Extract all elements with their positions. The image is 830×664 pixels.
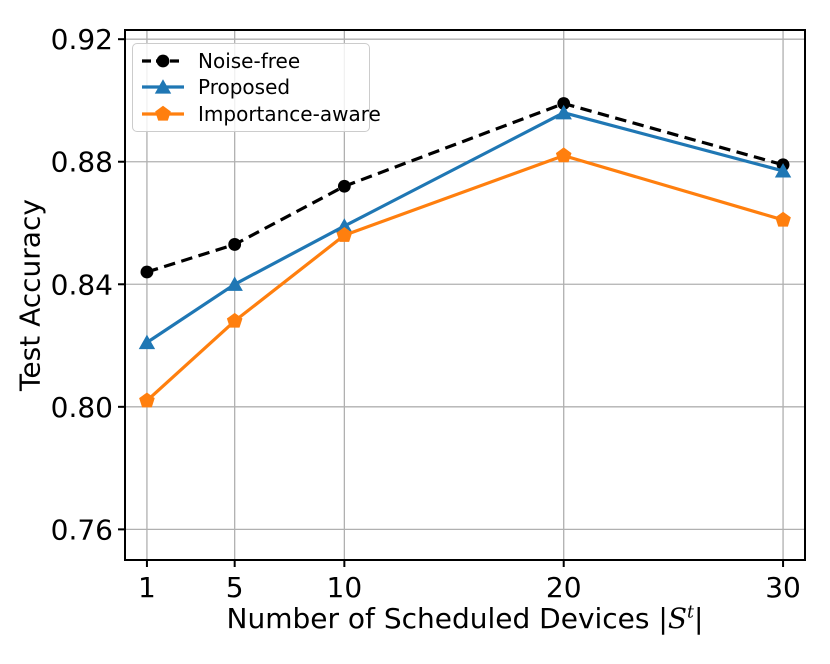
x-axis-label-open-bar: | bbox=[658, 602, 668, 635]
circle-marker-noise-free bbox=[140, 265, 154, 279]
y-tick-label: 0.76 bbox=[51, 513, 113, 546]
triangle-up-marker-icon bbox=[154, 79, 172, 95]
legend-label: Importance-aware bbox=[198, 101, 381, 126]
pentagon-marker-importance-aware bbox=[775, 211, 791, 227]
pentagon-legend-sample-icon bbox=[142, 105, 184, 121]
triangle-up-marker-proposed bbox=[226, 276, 243, 291]
series-line-proposed bbox=[146, 111, 784, 344]
x-tick-label: 5 bbox=[226, 571, 244, 604]
triangle-up-marker-proposed bbox=[555, 104, 572, 120]
triangle-up-legend-sample-icon bbox=[142, 79, 184, 95]
circle-marker-icon bbox=[156, 54, 170, 68]
pentagon-marker-importance-aware bbox=[336, 227, 353, 242]
legend-label: Proposed bbox=[198, 75, 291, 100]
pentagon-marker-importance-aware bbox=[226, 312, 243, 328]
y-tick-label: 0.84 bbox=[51, 268, 113, 301]
legend-item-noise-free: Noise-free bbox=[135, 49, 367, 74]
x-axis-label-superscript-t: t bbox=[687, 602, 695, 623]
axes-spines bbox=[124, 29, 806, 561]
pentagon-marker-importance-aware bbox=[555, 147, 572, 163]
triangle-up-marker-proposed bbox=[138, 334, 156, 350]
triangle-up-marker-proposed bbox=[774, 163, 792, 178]
x-tick-label: 10 bbox=[327, 571, 363, 604]
x-axis-label: Number of Scheduled Devices |St| bbox=[125, 602, 805, 635]
pentagon-marker-importance-aware bbox=[139, 392, 155, 408]
x-axis-label-close-bar: | bbox=[694, 602, 704, 635]
circle-marker-noise-free bbox=[337, 179, 351, 193]
legend: Noise-free Proposed Importance-aware bbox=[132, 43, 381, 132]
series-line-importance-aware bbox=[145, 154, 784, 402]
x-axis-label-script-s: S bbox=[667, 602, 688, 635]
legend-item-proposed: Proposed bbox=[135, 75, 367, 100]
y-axis-label: Test Accuracy bbox=[13, 199, 47, 391]
legend-item-importance-aware: Importance-aware bbox=[135, 101, 381, 126]
x-tick-label: 20 bbox=[546, 571, 582, 604]
circle-legend-sample-icon bbox=[142, 54, 184, 68]
triangle-up-marker-proposed bbox=[336, 218, 353, 233]
circle-marker-noise-free bbox=[228, 238, 242, 251]
x-tick-label: 1 bbox=[138, 571, 156, 604]
x-axis-label-text: Number of Scheduled Devices bbox=[226, 602, 659, 635]
x-tick-label: 30 bbox=[765, 571, 801, 604]
y-tick-label: 0.88 bbox=[51, 146, 113, 179]
y-tick-label: 0.80 bbox=[51, 391, 113, 424]
y-tick-label: 0.92 bbox=[51, 23, 113, 56]
pentagon-marker-icon bbox=[155, 105, 171, 121]
circle-marker-noise-free bbox=[557, 97, 571, 110]
legend-label: Noise-free bbox=[198, 49, 301, 74]
